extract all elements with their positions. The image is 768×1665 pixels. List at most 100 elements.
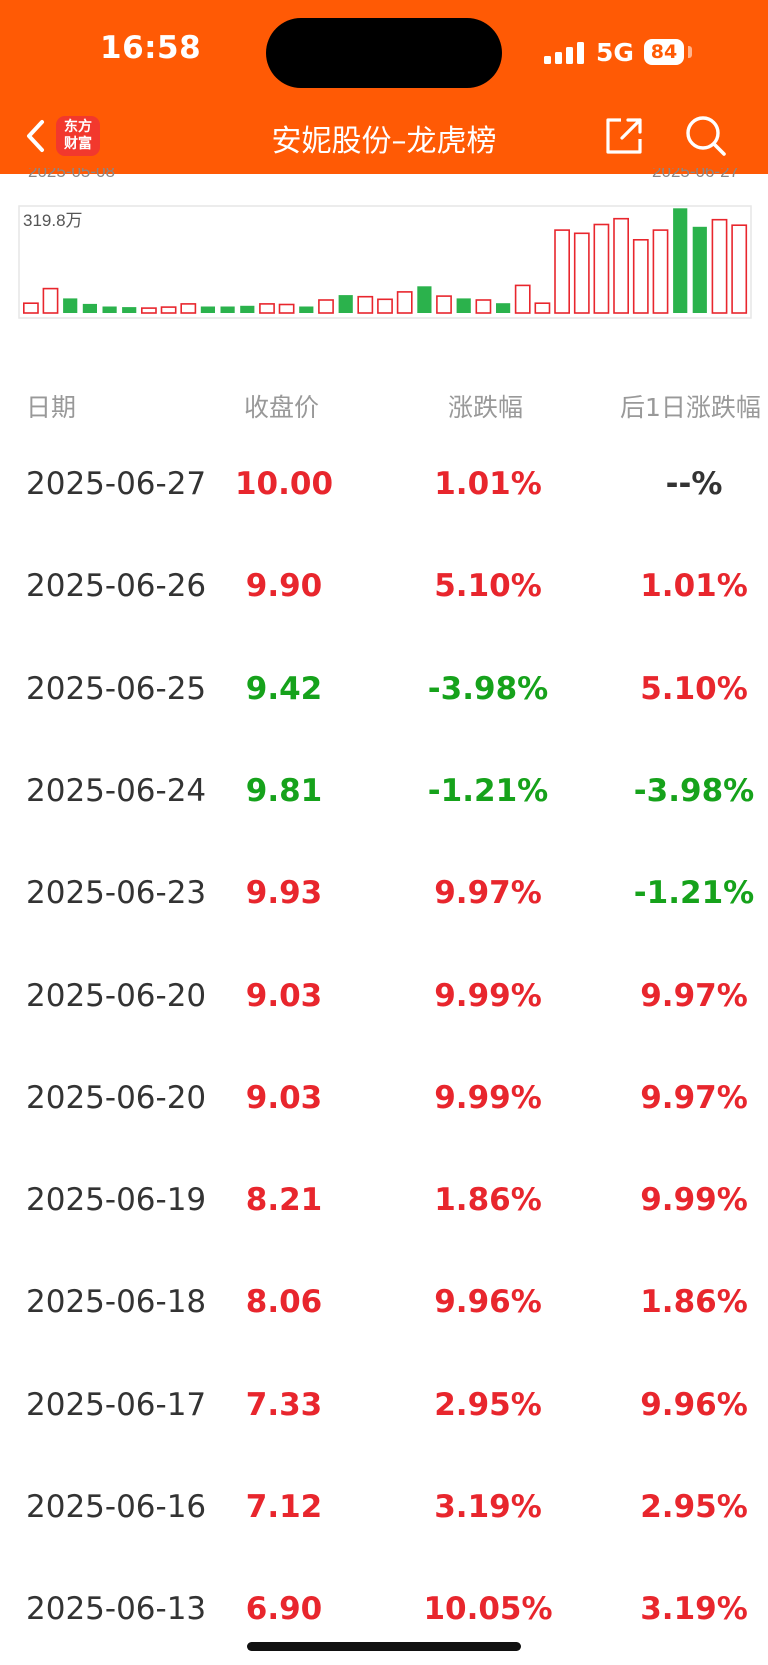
row-next-day-change: --% xyxy=(665,466,723,502)
row-change-pct: -1.21% xyxy=(427,772,549,809)
row-close-price: 9.81 xyxy=(245,772,323,809)
share-icon[interactable] xyxy=(604,116,644,156)
chart-bars xyxy=(22,208,748,314)
row-date: 2025-06-19 xyxy=(26,1182,207,1219)
table-row[interactable]: 2025-06-24 9.81 -1.21% -3.98% xyxy=(0,761,768,821)
table-row[interactable]: 2025-06-18 8.06 9.96% 1.86% xyxy=(0,1272,768,1332)
table-row[interactable]: 2025-06-23 9.93 9.97% -1.21% xyxy=(0,863,768,923)
row-close-price: 9.93 xyxy=(245,875,323,912)
volume-bar xyxy=(299,306,314,313)
table-row[interactable]: 2025-06-27 10.00 1.01% --% xyxy=(0,454,768,514)
home-indicator xyxy=(247,1642,521,1651)
row-next-day-change: 9.97% xyxy=(640,1079,748,1116)
app-logo[interactable]: 东方 财富 xyxy=(56,116,100,156)
chart-frame xyxy=(18,205,752,319)
back-chevron-icon[interactable] xyxy=(24,118,48,154)
row-change-pct: 3.19% xyxy=(434,1489,542,1525)
row-close-price: 8.21 xyxy=(245,1182,323,1219)
row-close-price: 6.90 xyxy=(245,1591,323,1628)
row-next-day-change: 5.10% xyxy=(640,670,748,707)
row-next-day-change: 3.19% xyxy=(640,1591,748,1628)
volume-bar xyxy=(534,302,551,314)
volume-bar xyxy=(711,218,728,314)
logo-line-2: 财富 xyxy=(64,136,92,152)
volume-bar xyxy=(731,224,748,314)
volume-bar xyxy=(318,299,334,314)
table-row[interactable]: 2025-06-13 6.90 10.05% 3.19% xyxy=(0,1579,768,1639)
dynamic-island xyxy=(266,18,502,88)
row-change-pct: 9.96% xyxy=(434,1284,542,1321)
row-next-day-change: -3.98% xyxy=(633,772,755,809)
volume-bar xyxy=(82,303,97,313)
volume-bar xyxy=(475,299,492,314)
volume-bar xyxy=(63,298,78,313)
status-time: 16:58 xyxy=(100,30,202,66)
row-next-day-change: 9.96% xyxy=(640,1386,748,1423)
row-close-price: 9.03 xyxy=(245,977,323,1014)
row-next-day-change: 2.95% xyxy=(640,1489,748,1525)
row-next-day-change: 1.86% xyxy=(640,1284,748,1321)
battery-icon: 84 xyxy=(644,39,684,65)
volume-bar-chart: 2025-05-08 2025-06-27 319.8万 xyxy=(18,168,752,319)
volume-bar xyxy=(377,298,393,314)
row-close-price: 9.90 xyxy=(245,568,323,605)
row-close-price: 8.06 xyxy=(245,1284,323,1321)
volume-bar xyxy=(22,302,39,314)
row-date: 2025-06-13 xyxy=(26,1591,207,1628)
volume-bar xyxy=(102,306,117,313)
volume-bar xyxy=(573,232,590,314)
chart-max-label: 319.8万 xyxy=(23,211,83,230)
row-change-pct: 2.95% xyxy=(434,1386,542,1423)
search-icon[interactable] xyxy=(684,114,728,158)
volume-bar xyxy=(220,306,235,313)
volume-bar xyxy=(122,307,137,313)
row-date: 2025-06-18 xyxy=(26,1284,207,1321)
volume-bar xyxy=(141,307,157,314)
table-row[interactable]: 2025-06-16 7.12 3.19% 2.95% xyxy=(0,1477,768,1537)
volume-bar xyxy=(456,298,471,313)
row-date: 2025-06-20 xyxy=(26,1079,207,1116)
volume-bar xyxy=(338,295,353,313)
table-row[interactable]: 2025-06-20 9.03 9.99% 9.97% xyxy=(0,966,768,1026)
col-header-change: 涨跌幅 xyxy=(448,393,524,422)
row-change-pct: 10.05% xyxy=(423,1591,553,1628)
row-date: 2025-06-25 xyxy=(26,670,207,707)
row-next-day-change: -1.21% xyxy=(633,875,755,912)
volume-bar xyxy=(692,226,707,313)
row-date: 2025-06-20 xyxy=(26,977,207,1014)
volume-bar xyxy=(652,229,669,314)
table-row[interactable]: 2025-06-19 8.21 1.86% 9.99% xyxy=(0,1170,768,1230)
volume-bar xyxy=(613,217,629,314)
row-next-day-change: 9.97% xyxy=(640,977,748,1014)
row-close-price: 10.00 xyxy=(234,466,334,502)
col-header-close: 收盘价 xyxy=(244,393,320,422)
row-change-pct: 1.01% xyxy=(434,466,542,502)
row-date: 2025-06-27 xyxy=(26,466,207,502)
volume-bar xyxy=(200,306,215,313)
table-row[interactable]: 2025-06-17 7.33 2.95% 9.96% xyxy=(0,1375,768,1435)
chart-start-date: 2025-05-08 xyxy=(28,168,115,181)
volume-bar xyxy=(496,303,511,313)
table-row[interactable]: 2025-06-26 9.90 5.10% 1.01% xyxy=(0,556,768,616)
row-next-day-change: 9.99% xyxy=(640,1182,748,1219)
chart-end-date: 2025-06-27 xyxy=(652,168,739,181)
volume-bar xyxy=(396,291,413,314)
row-close-price: 7.12 xyxy=(245,1489,323,1525)
row-change-pct: 9.97% xyxy=(434,875,542,912)
row-date: 2025-06-24 xyxy=(26,772,207,809)
volume-bar xyxy=(160,306,177,314)
row-next-day-change: 1.01% xyxy=(640,568,748,605)
volume-bar xyxy=(42,287,59,314)
row-date: 2025-06-26 xyxy=(26,568,207,605)
table-row[interactable]: 2025-06-20 9.03 9.99% 9.97% xyxy=(0,1068,768,1128)
row-date: 2025-06-23 xyxy=(26,875,207,912)
row-date: 2025-06-17 xyxy=(26,1386,207,1423)
signal-icon xyxy=(544,42,586,64)
page-title: 安妮股份–龙虎榜 xyxy=(271,124,497,159)
table-row[interactable]: 2025-06-25 9.42 -3.98% 5.10% xyxy=(0,659,768,719)
col-header-next-change: 后1日涨跌幅 xyxy=(620,393,761,422)
battery-tip xyxy=(688,46,692,58)
volume-bar xyxy=(673,208,688,313)
network-label: 5G xyxy=(596,38,634,67)
volume-bar xyxy=(240,305,255,313)
